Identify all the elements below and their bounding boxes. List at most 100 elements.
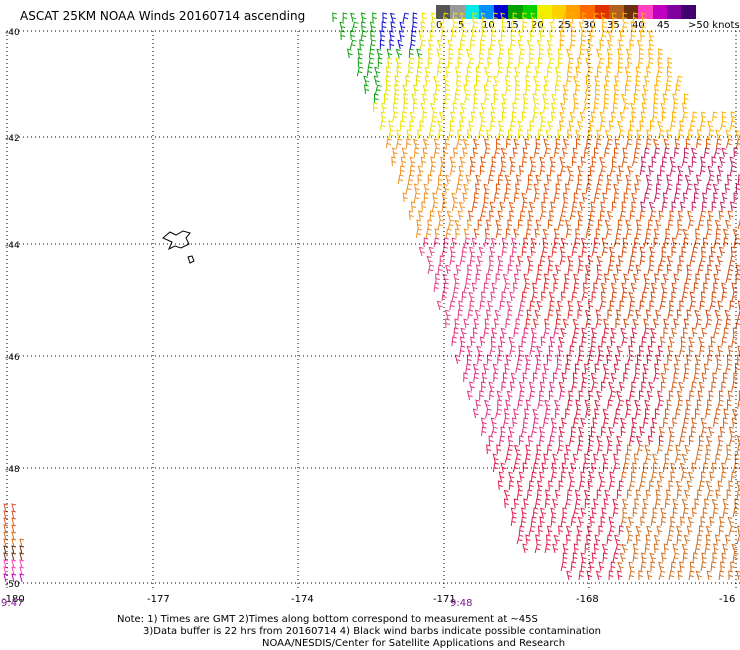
wind-barb: [636, 138, 642, 149]
wind-barb: [717, 399, 724, 410]
wind-barb: [635, 84, 640, 95]
wind-barb: [711, 291, 717, 302]
wind-barb: [626, 534, 634, 545]
wind-barb: [436, 48, 443, 59]
wind-barb: [732, 228, 739, 239]
lon-label-4: -168: [576, 594, 599, 605]
wind-barb: [521, 111, 527, 122]
wind-barb: [611, 12, 617, 23]
wind-barb: [719, 156, 726, 167]
wind-barb: [468, 210, 474, 221]
wind-barb: [727, 354, 732, 365]
wind-barb: [527, 219, 533, 230]
wind-barb: [487, 264, 494, 275]
wind-barb: [639, 255, 646, 266]
wind-barb: [558, 426, 565, 437]
wind-barb: [618, 525, 624, 536]
wind-barb: [585, 183, 592, 194]
wind-barb: [559, 120, 565, 131]
wind-barb: [480, 30, 488, 41]
wind-barb: [490, 30, 497, 41]
wind-barb: [492, 12, 498, 23]
wind-barb: [534, 228, 540, 239]
wind-barb: [500, 147, 508, 158]
wind-barb: [475, 183, 481, 194]
wind-barb: [608, 516, 615, 527]
wind-barb: [586, 570, 593, 581]
wind-barb: [530, 237, 537, 248]
wind-barb: [654, 84, 660, 95]
wind-barb: [648, 201, 656, 212]
wind-barb: [627, 354, 635, 365]
wind-barb: [656, 66, 664, 77]
wind-barb: [643, 282, 650, 293]
wind-barb: [522, 372, 528, 383]
wind-barb: [650, 291, 656, 302]
wind-barb: [515, 84, 521, 95]
wind-barb: [677, 210, 684, 221]
wind-barb: [633, 93, 639, 104]
wind-barb: [528, 210, 534, 221]
wind-barb: [528, 48, 535, 59]
wind-barb: [658, 435, 664, 446]
wind-barb: [463, 318, 470, 329]
wind-barb: [579, 345, 584, 356]
wind-barb: [697, 219, 705, 230]
wind-barb: [705, 183, 712, 194]
scale-swatch-10: [580, 5, 595, 19]
wind-barb: [485, 309, 492, 320]
scale-swatch-17: [681, 5, 696, 19]
wind-barb: [587, 129, 593, 140]
wind-barb: [437, 264, 444, 275]
wind-barb: [503, 282, 511, 293]
wind-barb: [705, 408, 711, 419]
wind-barb: [393, 102, 398, 113]
wind-barb: [651, 282, 658, 293]
wind-barb: [515, 183, 521, 194]
wind-barb: [501, 93, 508, 104]
wind-barb: [467, 264, 473, 275]
wind-barb: [483, 192, 490, 203]
wind-barb: [461, 291, 467, 302]
wind-barb: [723, 237, 729, 248]
wind-barb: [613, 237, 621, 248]
wind-barb: [523, 327, 529, 338]
wind-barb: [680, 516, 686, 527]
wind-barb: [632, 318, 639, 329]
wind-barb: [617, 120, 624, 131]
wind-barb: [644, 75, 650, 86]
wind-barb: [405, 75, 411, 86]
wind-barb: [533, 183, 540, 194]
lat-label-0: -40: [5, 28, 20, 38]
wind-barb: [719, 516, 725, 527]
wind-barb: [636, 129, 642, 140]
scale-label-3: 15: [506, 20, 519, 31]
wind-barb: [456, 138, 464, 149]
wind-barb: [497, 174, 504, 185]
wind-barb: [547, 219, 553, 230]
wind-barb: [641, 336, 647, 347]
wind-barb: [564, 273, 570, 284]
wind-barb: [694, 309, 701, 320]
wind-barb: [584, 363, 590, 374]
wind-barb: [616, 174, 622, 185]
wind-barb: [712, 372, 718, 383]
wind-barb: [666, 534, 674, 545]
wind-barb: [521, 507, 527, 518]
wind-barb: [598, 480, 606, 491]
wind-barb: [513, 498, 519, 509]
wind-barb: [694, 543, 702, 554]
wind-barb: [380, 111, 387, 122]
wind-barb: [507, 219, 513, 230]
wind-barb: [577, 219, 583, 230]
wind-barb: [617, 399, 625, 410]
wind-barb: [666, 129, 672, 140]
wind-barb: [437, 219, 445, 230]
wind-barb: [586, 66, 594, 77]
wind-barb: [429, 165, 436, 176]
wind-barb: [466, 354, 472, 365]
wind-barb: [546, 174, 552, 185]
wind-barb: [621, 246, 628, 257]
wind-barb: [590, 201, 596, 212]
wind-barb: [421, 93, 428, 104]
